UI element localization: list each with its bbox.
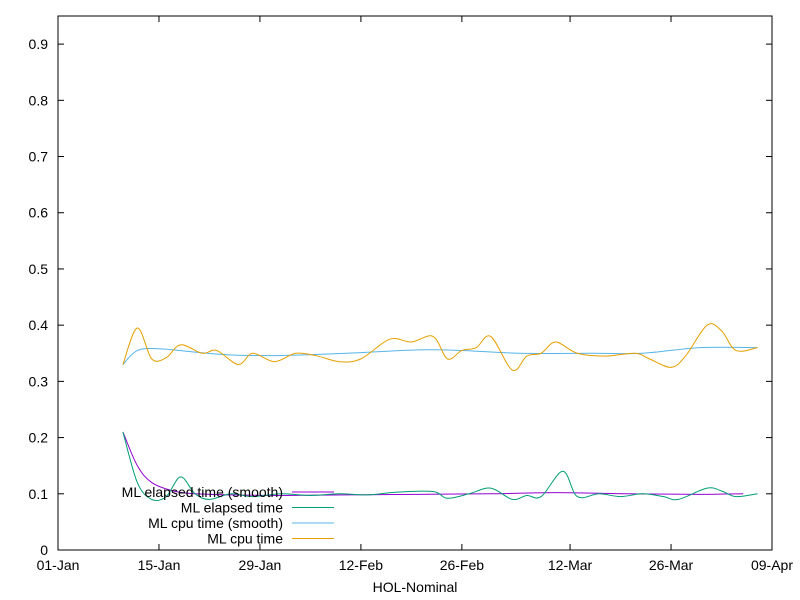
legend-label: ML cpu time [207,531,283,547]
x-tick-label: 26-Mar [649,557,694,573]
series-line-1 [122,431,758,502]
y-tick-label: 0.1 [29,486,49,502]
x-axis: 01-Jan 15-Jan 29-Jan 12-Feb 26-Feb 12-Mar 26-M… [37,16,793,573]
x-tick-label: 09-Apr [751,557,793,573]
y-tick-label: 0.5 [29,261,49,277]
x-tick-label: 26-Feb [440,557,485,573]
y-tick-label: 0.9 [29,36,49,52]
x-tick-label: 12-Feb [339,557,384,573]
x-axis-label: HOL-Nominal [373,579,458,595]
y-tick-label: 0.2 [29,430,49,446]
y-tick-label: 0.8 [29,92,49,108]
y-tick-label: 0.7 [29,149,49,165]
series-line-0 [122,431,744,496]
y-tick-label: 0.4 [29,317,49,333]
legend-label: ML elapsed time (smooth) [122,484,283,500]
y-axis: 0 0.1 0.2 0.3 0.4 0.5 0.6 0.7 0.8 0.9 [29,36,772,558]
x-tick-label: 12-Mar [548,557,593,573]
legend: ML elapsed time (smooth)ML elapsed timeM… [122,484,334,547]
y-tick-label: 0.3 [29,373,49,389]
y-tick-label: 0 [40,542,48,558]
x-tick-label: 01-Jan [37,557,80,573]
x-tick-label: 29-Jan [239,557,282,573]
legend-label: ML elapsed time [181,500,283,516]
y-tick-label: 0.6 [29,205,49,221]
legend-label: ML cpu time (smooth) [148,515,283,531]
plot-frame [57,15,773,551]
series-line-3 [122,323,758,372]
x-tick-label: 15-Jan [138,557,181,573]
series-layer [122,323,758,502]
